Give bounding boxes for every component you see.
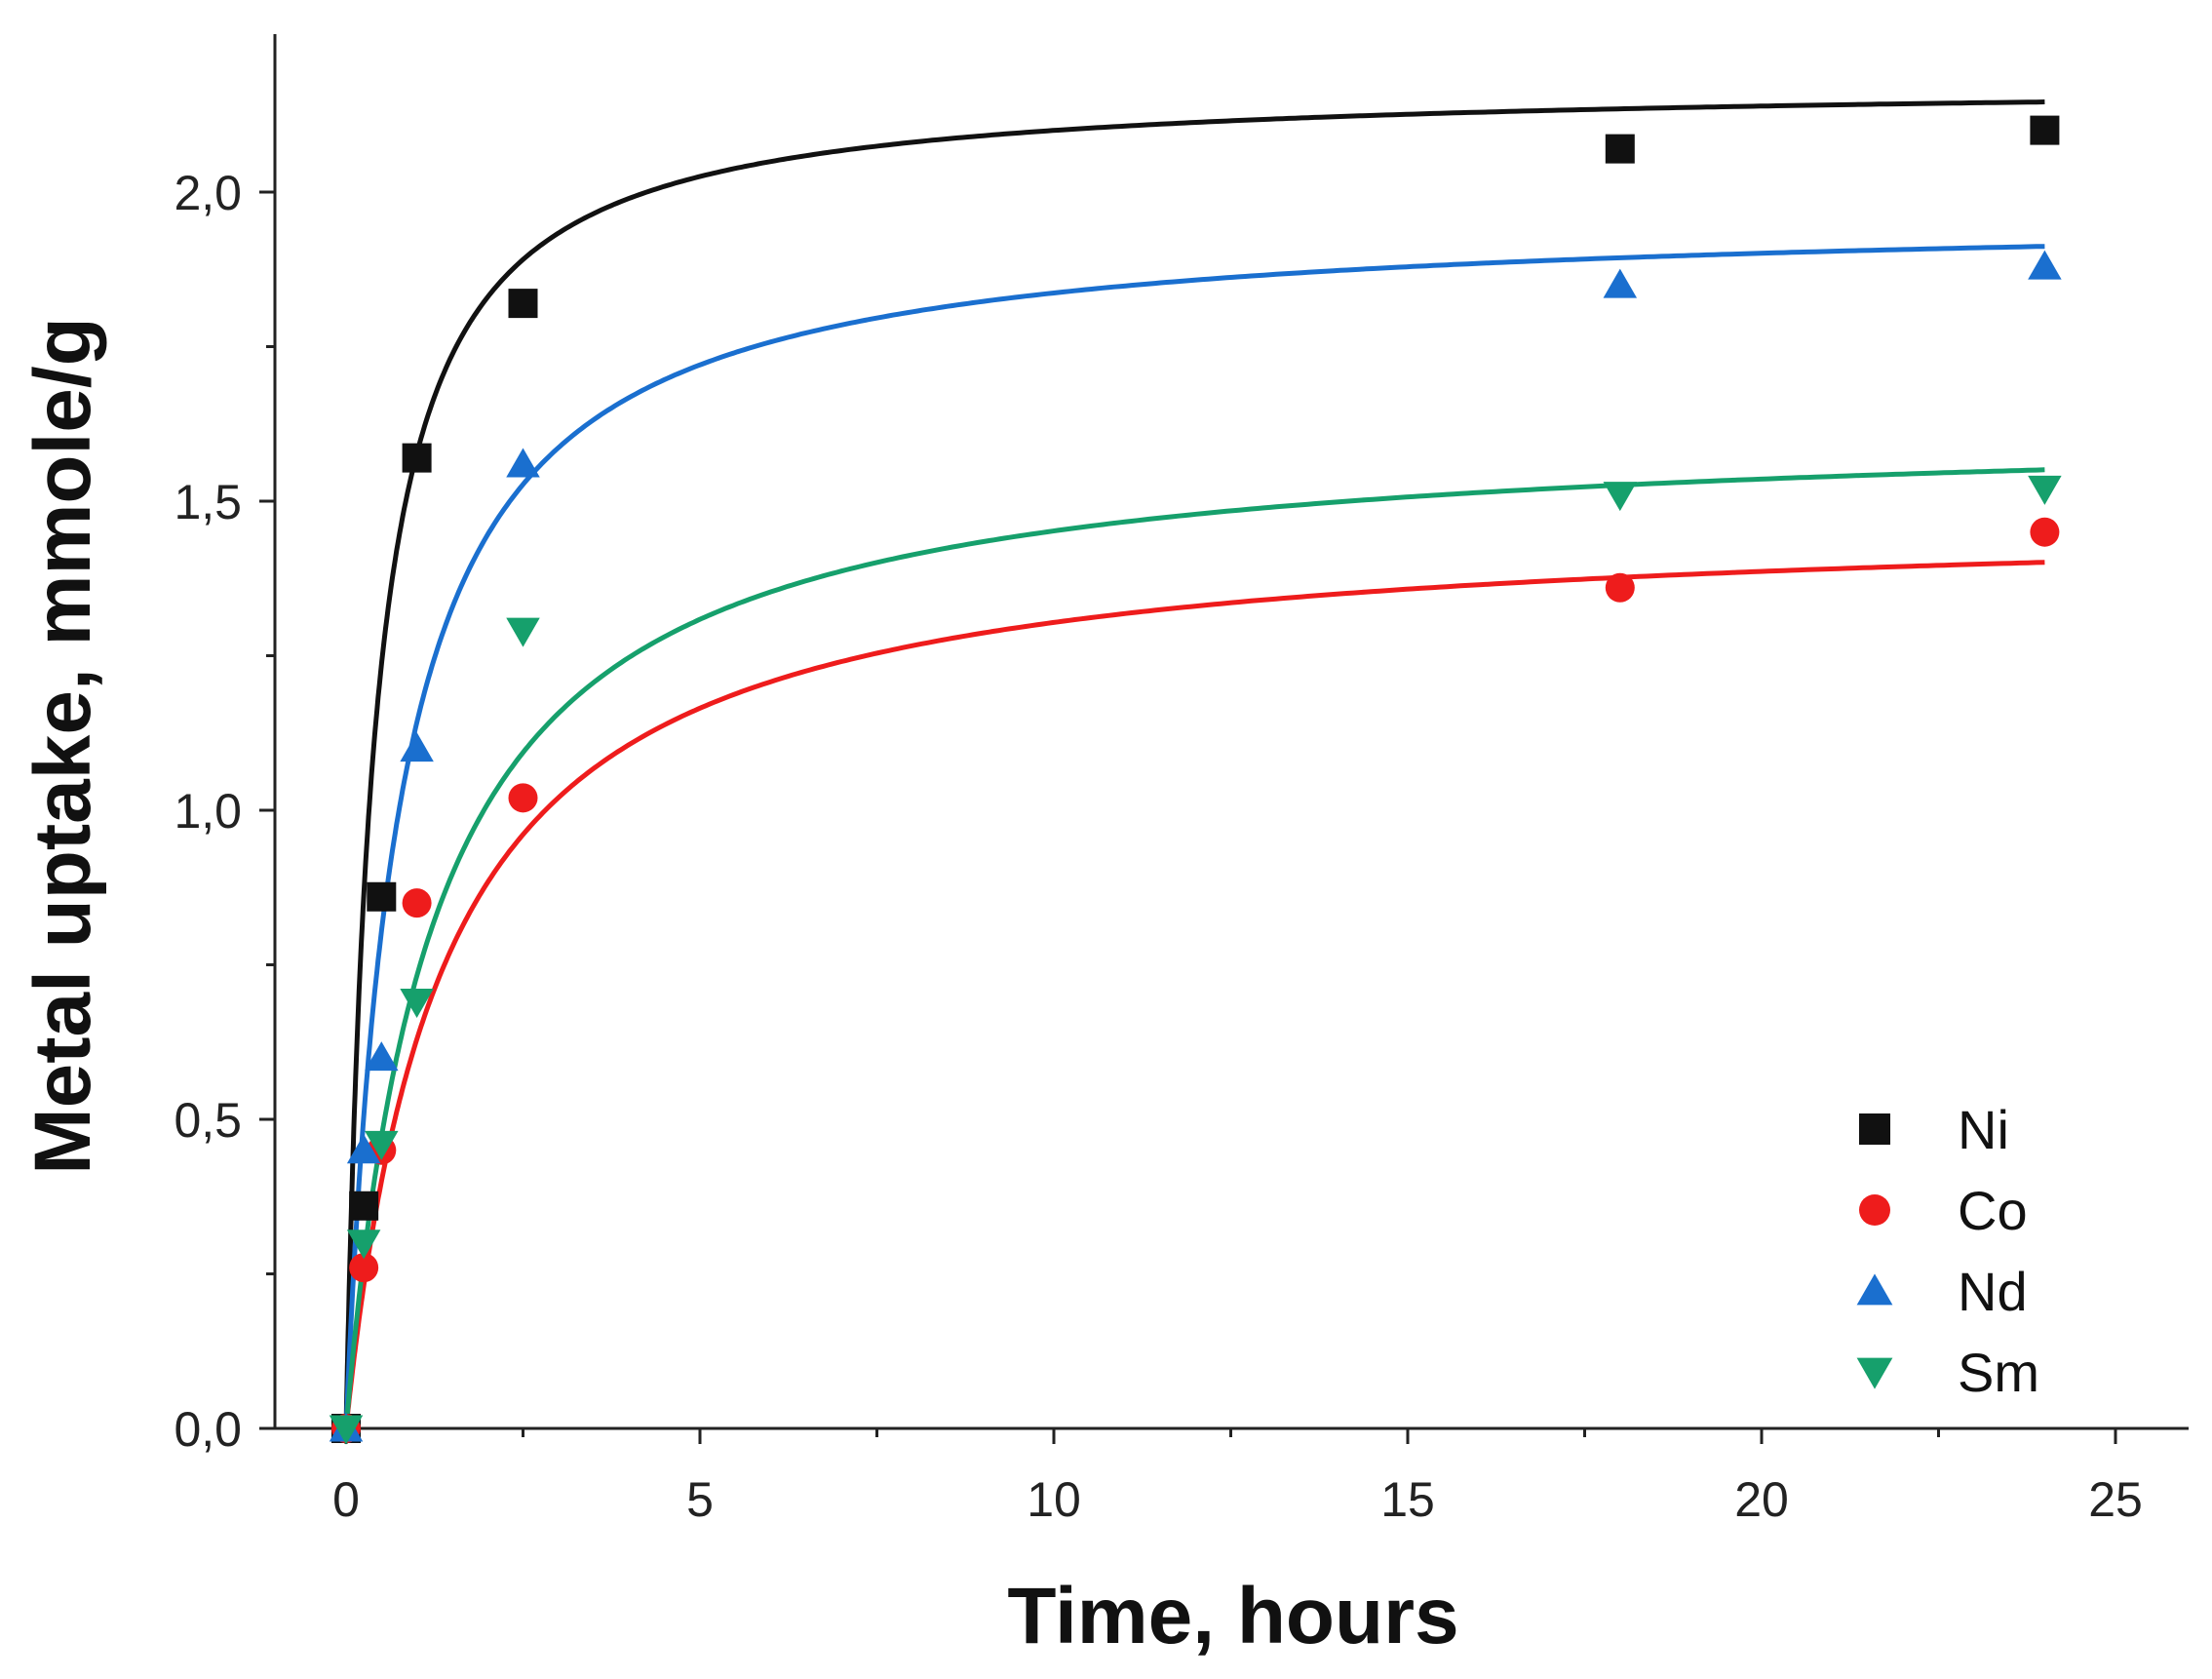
x-axis-title: Time, hours (1007, 1572, 1458, 1660)
legend-marker-co (1859, 1194, 1890, 1226)
fit-curve-nd (343, 244, 2045, 1428)
fit-curves (343, 99, 2045, 1429)
data-point-ni (367, 881, 397, 912)
data-point-nd (2028, 250, 2062, 280)
ticks: 0 5 10 15 20 25 0,0 0,5 1,0 1,5 2,0 (174, 166, 2142, 1527)
y-tick-label: 2,0 (174, 166, 242, 220)
data-point-sm (346, 1230, 381, 1260)
legend-label-nd: Nd (1958, 1261, 2028, 1322)
data-point-nd (346, 1134, 381, 1164)
legend: Ni Co Nd Sm (1856, 1099, 2039, 1403)
data-point-co (2030, 517, 2060, 547)
legend-label-co: Co (1958, 1180, 2028, 1241)
data-point-sm (1603, 482, 1638, 512)
data-point-sm (2028, 475, 2062, 505)
y-tick-label: 1,5 (174, 475, 242, 529)
legend-label-sm: Sm (1958, 1342, 2039, 1403)
data-point-nd (1603, 268, 1638, 298)
x-tick-label: 20 (1734, 1472, 1789, 1527)
fit-curve-sm (343, 467, 2045, 1428)
data-point-sm (365, 1130, 399, 1160)
data-point-nd (365, 1041, 399, 1072)
y-axis-title: Metal uptake, mmole/g (19, 317, 107, 1174)
legend-marker-ni (1859, 1113, 1890, 1145)
data-point-ni (402, 443, 432, 473)
data-point-nd (506, 448, 540, 478)
data-point-ni (2030, 115, 2060, 145)
data-point-ni (1605, 134, 1635, 164)
data-point-sm (329, 1415, 364, 1445)
data-point-ni (349, 1191, 379, 1221)
fit-curve-co (343, 560, 2045, 1429)
data-point-co (1605, 572, 1635, 603)
data-point-co (349, 1253, 379, 1283)
fit-curve-ni (343, 99, 2045, 1428)
data-point-co (402, 888, 432, 918)
data-point-ni (508, 289, 538, 319)
x-tick-label: 15 (1380, 1472, 1435, 1527)
data-point-co (508, 783, 538, 813)
legend-marker-sm (1856, 1357, 1893, 1389)
legend-label-ni: Ni (1958, 1099, 2009, 1160)
legend-marker-nd (1856, 1273, 1893, 1306)
y-tick-label: 0,0 (174, 1402, 242, 1457)
y-tick-label: 0,5 (174, 1093, 242, 1148)
x-tick-label: 25 (2088, 1472, 2143, 1527)
x-tick-label: 10 (1027, 1472, 1081, 1527)
data-point-sm (506, 617, 540, 647)
data-point-sm (400, 989, 434, 1019)
x-tick-label: 0 (332, 1472, 360, 1527)
x-tick-label: 5 (686, 1472, 714, 1527)
data-points (329, 115, 2062, 1445)
data-point-nd (400, 732, 434, 762)
y-tick-label: 1,0 (174, 784, 242, 839)
